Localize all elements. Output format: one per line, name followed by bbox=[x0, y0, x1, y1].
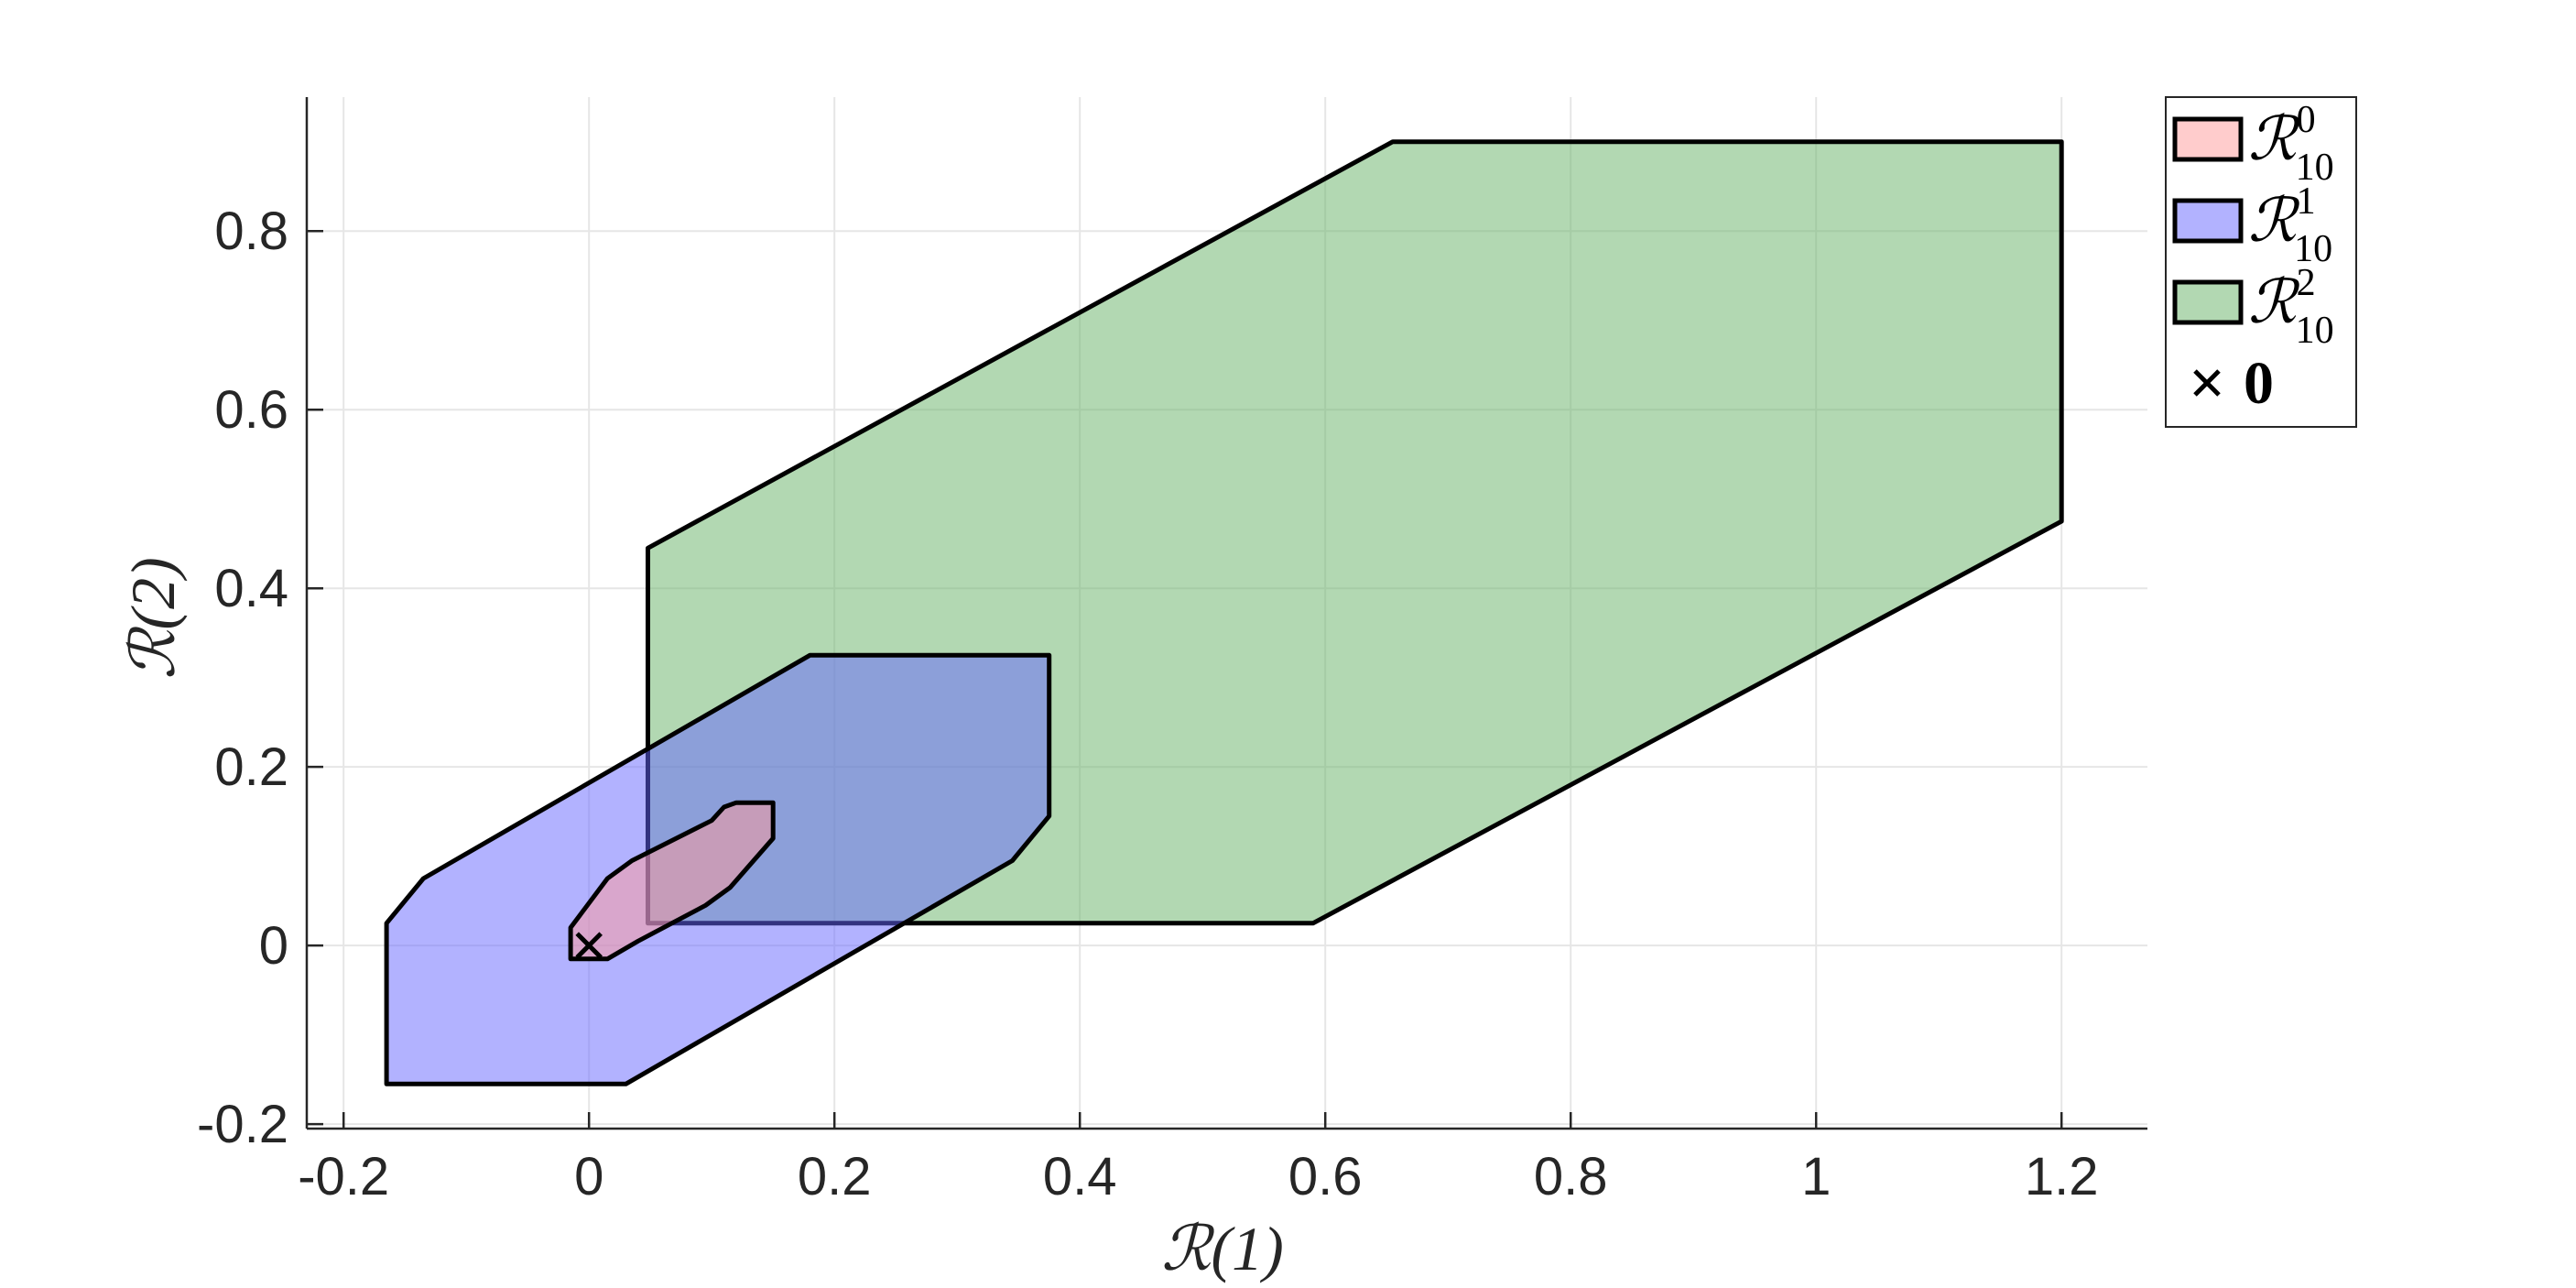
x-tick-label: 0.8 bbox=[1534, 1147, 1608, 1206]
x-axis-label: ℛ(1) bbox=[1161, 1214, 1284, 1283]
legend-item-r10-0: ℛ0 10 bbox=[2172, 99, 2334, 189]
legend-swatch bbox=[2172, 279, 2244, 325]
legend-swatch bbox=[2172, 116, 2244, 162]
markers bbox=[575, 932, 603, 959]
x-tick-label: 1 bbox=[1801, 1147, 1831, 1206]
legend-item-r10-1: ℛ1 10 bbox=[2172, 180, 2332, 270]
ticks: -0.2 0 0.2 0.4 0.6 0.8 1 1.2 -0.2 0 0.2 0.4 0.6 0.8 bbox=[197, 202, 2098, 1206]
legend-item-origin: 0 bbox=[2193, 350, 2274, 417]
x-tick-label: 0.4 bbox=[1043, 1147, 1117, 1206]
legend-item-r10-2: ℛ2 10 bbox=[2172, 262, 2334, 352]
polygon-r10-0 bbox=[568, 800, 776, 962]
x-tick-label: -0.2 bbox=[298, 1147, 389, 1206]
x-tick-label: 1.2 bbox=[2025, 1147, 2099, 1206]
legend-label: ℛ1 10 bbox=[2248, 180, 2332, 270]
y-tick-label: 0.4 bbox=[214, 559, 288, 618]
legend-swatch bbox=[2172, 198, 2244, 244]
y-axis-label: ℛ(2) bbox=[118, 557, 188, 680]
x-tick-label: 0 bbox=[574, 1147, 603, 1206]
axes bbox=[305, 97, 2147, 1130]
legend-label: ℛ2 10 bbox=[2248, 262, 2334, 352]
x-tick-label: 0.2 bbox=[798, 1147, 872, 1206]
legend-label: ℛ0 10 bbox=[2248, 99, 2334, 189]
y-tick-label: 0.6 bbox=[214, 380, 288, 440]
x-tick-label: 0.6 bbox=[1288, 1147, 1363, 1206]
y-tick-label: 0 bbox=[259, 916, 288, 976]
legend-label: 0 bbox=[2244, 350, 2274, 417]
y-tick-label: -0.2 bbox=[197, 1095, 288, 1154]
y-tick-label: 0.8 bbox=[214, 202, 288, 261]
origin-marker bbox=[575, 932, 603, 959]
polygons bbox=[384, 139, 2064, 1086]
y-tick-label: 0.2 bbox=[214, 737, 288, 797]
